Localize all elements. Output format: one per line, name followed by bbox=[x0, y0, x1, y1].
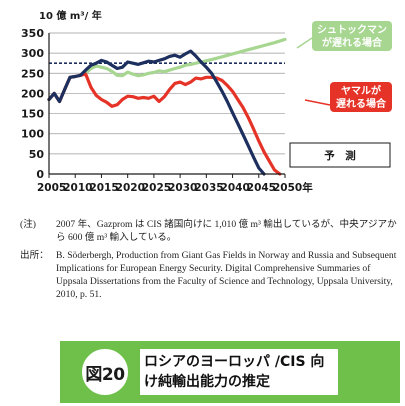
green-label-leader bbox=[296, 37, 313, 49]
source-tag: 出所： bbox=[20, 250, 49, 261]
y-axis-unit: 10 億 m³/ 年 bbox=[39, 9, 102, 22]
figure-number-badge: 図20 bbox=[79, 346, 131, 398]
red-label-box bbox=[330, 82, 392, 112]
red-label-leader bbox=[304, 99, 331, 106]
series-line bbox=[47, 49, 266, 176]
y-tick-label: 200 bbox=[21, 87, 44, 100]
footnote-tag: (注) bbox=[20, 219, 36, 230]
y-tick-label: 100 bbox=[21, 128, 44, 141]
grid-lines bbox=[49, 32, 285, 155]
source-text: B. Söderbergh, Production from Giant Gas… bbox=[56, 250, 397, 300]
y-tick-label: 50 bbox=[29, 148, 45, 161]
y-tick-label: 150 bbox=[21, 108, 44, 121]
y-tick-label: 300 bbox=[21, 47, 44, 60]
forecast-label: 予 測 bbox=[324, 149, 356, 162]
source-note: 出所： B. Söderbergh, Production from Giant… bbox=[20, 249, 398, 301]
x-tick-label: 2040 bbox=[221, 182, 250, 194]
series-group bbox=[47, 37, 287, 176]
x-tick-label: 2015 bbox=[89, 182, 118, 194]
y-tick-label: 0 bbox=[36, 168, 44, 181]
forecast-label-box bbox=[289, 142, 391, 168]
x-tick-label: 2005 bbox=[37, 182, 66, 194]
x-tick-label: 2010 bbox=[63, 182, 92, 194]
figure-number: 図20 bbox=[85, 364, 125, 385]
footnote: (注) 2007 年、Gazprom は CIS 諸国向けに 1,010 億 m… bbox=[20, 218, 398, 244]
green-label-box bbox=[312, 21, 392, 51]
x-tick-label: 2050年 bbox=[273, 181, 313, 194]
x-tick-label: 2035 bbox=[194, 182, 223, 194]
figure-title: ロシアのヨーロッパ /CIS 向け純輸出能力の推定 bbox=[140, 349, 338, 395]
red-label-line1: ヤマルが bbox=[341, 84, 382, 97]
y-tick-label: 350 bbox=[21, 27, 44, 40]
series-line bbox=[47, 72, 282, 176]
x-tick-label: 2030 bbox=[168, 182, 197, 194]
x-tick-label: 2025 bbox=[142, 182, 171, 194]
green-label-line2: が遅れる場合 bbox=[322, 36, 383, 49]
x-tick-label: 2020 bbox=[116, 182, 145, 194]
red-label-line2: 遅れる場合 bbox=[336, 97, 387, 110]
green-label-line1: シュトックマン bbox=[317, 24, 387, 36]
x-tick-label: 2045 bbox=[247, 182, 276, 194]
footnote-text: 2007 年、Gazprom は CIS 諸国向けに 1,010 億 m³ 輸出… bbox=[56, 219, 397, 243]
y-tick-label: 250 bbox=[21, 67, 44, 80]
